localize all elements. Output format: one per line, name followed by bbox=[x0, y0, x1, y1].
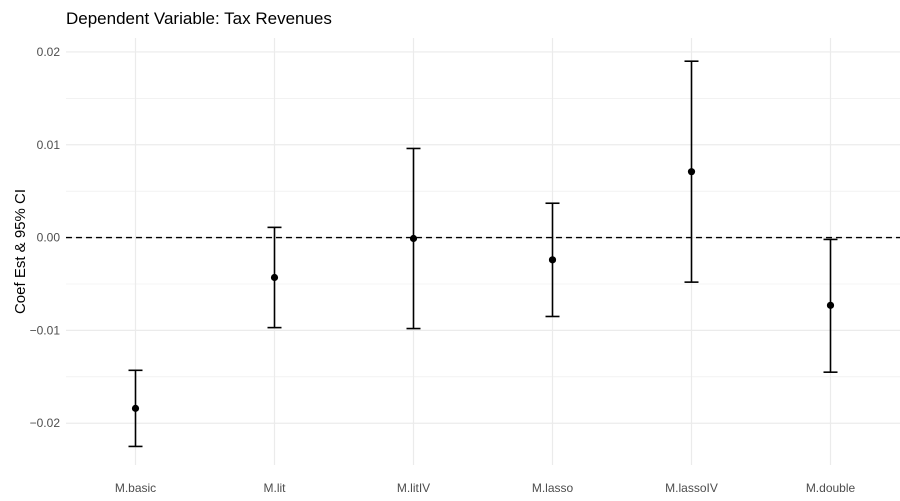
estimate-point bbox=[131, 404, 140, 412]
chart-title: Dependent Variable: Tax Revenues bbox=[66, 9, 332, 28]
estimate-point bbox=[270, 273, 279, 282]
estimate-point bbox=[548, 256, 557, 264]
x-tick-label: M.lit bbox=[264, 481, 287, 495]
error-bars bbox=[128, 60, 838, 448]
estimate-point bbox=[826, 301, 835, 309]
x-tick-label: M.basic bbox=[115, 481, 156, 495]
x-tick-label: M.lassoIV bbox=[665, 481, 718, 495]
y-tick-label: −0.01 bbox=[30, 323, 61, 337]
estimate-point bbox=[687, 168, 696, 176]
y-axis-title: Coef Est & 95% CI bbox=[12, 189, 29, 314]
y-tick-label: −0.02 bbox=[30, 416, 61, 430]
x-tick-label: M.double bbox=[806, 481, 856, 495]
estimate-point bbox=[409, 234, 418, 243]
x-tick-label: M.litIV bbox=[397, 481, 430, 495]
tick-labels: M.basic M.lit M.litIV M.lasso M.lassoIV M.dou… bbox=[30, 45, 856, 495]
y-tick-label: 0.00 bbox=[37, 231, 61, 245]
grid-lines bbox=[66, 38, 900, 465]
y-tick-label: 0.01 bbox=[37, 138, 61, 152]
y-tick-label: 0.02 bbox=[37, 45, 61, 59]
x-tick-label: M.lasso bbox=[532, 481, 574, 495]
